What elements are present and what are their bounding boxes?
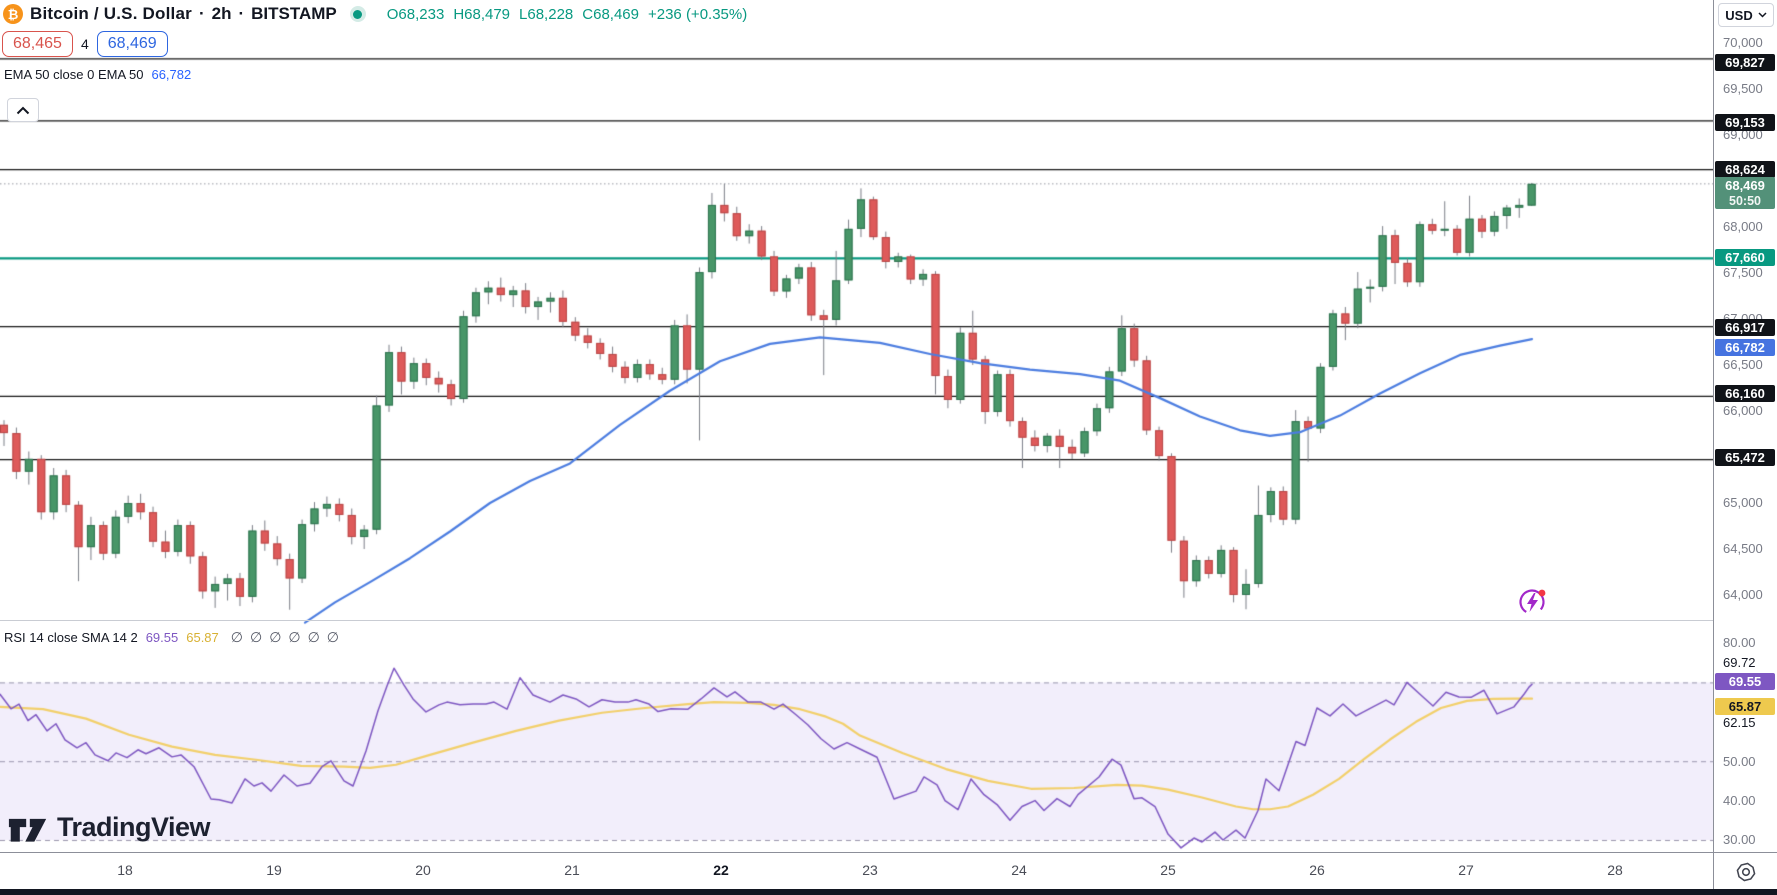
empty-set-icon: ∅ <box>288 629 301 645</box>
price-axis-label: 66,000 <box>1723 403 1763 418</box>
ema-legend-label: EMA 50 close 0 EMA 50 <box>4 67 144 82</box>
time-axis-label: 20 <box>415 862 431 878</box>
time-axis-label: 25 <box>1160 862 1176 878</box>
axis-settings-corner[interactable] <box>1713 852 1777 890</box>
rsi-axis-label: 69.72 <box>1723 655 1756 670</box>
bottom-bar <box>0 889 1777 895</box>
exchange[interactable]: BITSTAMP <box>251 4 337 23</box>
time-axis-label: 21 <box>564 862 580 878</box>
empty-set-icon: ∅ <box>269 629 282 645</box>
time-axis-label: 27 <box>1458 862 1474 878</box>
price-axis-label: 70,000 <box>1723 35 1763 50</box>
price-badge: 66,160 <box>1715 384 1775 402</box>
time-axis-label: 28 <box>1607 862 1623 878</box>
rsi-axis-label: 40.00 <box>1723 793 1756 808</box>
collapse-legend-button[interactable] <box>7 98 39 122</box>
ohlc-close: C68,469 <box>582 5 639 23</box>
price-badge: 68,624 <box>1715 160 1775 178</box>
tradingview-logo[interactable]: TradingView <box>8 812 211 843</box>
ema-legend[interactable]: EMA 50 close 0 EMA 50 66,782 <box>4 67 191 82</box>
currency-label: USD <box>1725 7 1753 23</box>
symbol-title[interactable]: Bitcoin / U.S. Dollar <box>30 4 192 23</box>
flash-boost-icon[interactable] <box>1517 585 1549 617</box>
rsi-legend[interactable]: RSI 14 close SMA 14 2 69.55 65.87 ∅ ∅ ∅ ∅ ∅ ∅ <box>4 629 339 646</box>
time-axis-label: 24 <box>1011 862 1027 878</box>
ohlc-readout: O68,233 H68,479 L68,228 C68,469 +236 (+0… <box>387 6 747 23</box>
caret-down-icon <box>1758 12 1767 18</box>
rsi-axis-label: 30.00 <box>1723 832 1756 847</box>
rsi-axis-label: 50.00 <box>1723 754 1756 769</box>
rsi-axis-label: 80.00 <box>1723 635 1756 650</box>
empty-set-icon: ∅ <box>307 629 320 645</box>
price-axis-label: 65,000 <box>1723 495 1763 510</box>
separator: · <box>198 4 205 23</box>
time-axis-label: 18 <box>117 862 133 878</box>
ema-value: 66,782 <box>151 67 192 82</box>
time-axis-label: 19 <box>266 862 282 878</box>
tradingview-mark-icon <box>8 818 47 842</box>
bitcoin-icon: ₿ <box>3 4 23 24</box>
quote-row: 68,465 4 68,469 <box>2 31 168 57</box>
rsi-value: 69.55 <box>145 630 179 645</box>
sell-button[interactable]: 68,465 <box>2 31 73 57</box>
price-axis-label: 69,500 <box>1723 81 1763 96</box>
chevron-up-icon <box>16 106 30 114</box>
timeframe[interactable]: 2h <box>211 4 232 23</box>
rsi-sma-value: 65.87 <box>186 630 219 645</box>
currency-selector[interactable]: USD <box>1718 3 1774 27</box>
price-badge: 67,660 <box>1715 248 1775 266</box>
rsi-badge: 65.87 <box>1715 697 1775 715</box>
price-axis-label: 69,000 <box>1723 127 1763 142</box>
price-axis-label: 64,500 <box>1723 541 1763 556</box>
price-badge: 65,472 <box>1715 448 1775 466</box>
price-axis[interactable]: USD 70,00069,50069,00068,00067,50067,000… <box>1713 0 1777 889</box>
empty-set-icon: ∅ <box>326 629 339 645</box>
price-badge: 66,782 <box>1715 338 1775 356</box>
pane-divider[interactable] <box>0 620 1713 621</box>
empty-set-icon: ∅ <box>230 629 243 645</box>
rsi-empty-set-icons: ∅ ∅ ∅ ∅ ∅ ∅ <box>231 629 339 646</box>
ohlc-high: H68,479 <box>453 5 511 23</box>
price-badge: 69,827 <box>1715 53 1775 71</box>
spread-value: 4 <box>80 36 89 52</box>
buy-button[interactable]: 68,469 <box>96 31 168 57</box>
time-axis-label: 23 <box>862 862 878 878</box>
symbol-header: ₿ Bitcoin / U.S. Dollar · 2h · BITSTAMP … <box>3 2 747 26</box>
rsi-badge: 69.55 <box>1715 672 1775 690</box>
ohlc-change: +236 (+0.35%) <box>647 5 748 23</box>
time-axis[interactable]: 18 19 20 21 22 23 24 25 26 27 28 <box>0 852 1777 890</box>
market-status-icon <box>349 6 366 22</box>
price-axis-label: 68,000 <box>1723 219 1763 234</box>
price-badge: 68,469 50:50 <box>1715 177 1775 209</box>
price-badge: 66,917 <box>1715 318 1775 336</box>
time-axis-label: 22 <box>713 862 729 878</box>
rsi-legend-label: RSI 14 close SMA 14 2 <box>4 630 138 645</box>
separator: · <box>238 4 245 23</box>
ohlc-open: O68,233 <box>386 5 445 23</box>
tradingview-logo-text: TradingView <box>57 812 211 842</box>
time-axis-label: 26 <box>1309 862 1325 878</box>
price-axis-label: 67,500 <box>1723 265 1763 280</box>
ohlc-low: L68,228 <box>519 5 574 23</box>
price-axis-label: 66,500 <box>1723 357 1763 372</box>
rsi-axis-label: 62.15 <box>1723 715 1756 730</box>
empty-set-icon: ∅ <box>249 629 263 645</box>
gear-icon <box>1736 862 1756 881</box>
price-axis-label: 64,000 <box>1723 587 1763 602</box>
price-badge: 69,153 <box>1715 113 1775 131</box>
